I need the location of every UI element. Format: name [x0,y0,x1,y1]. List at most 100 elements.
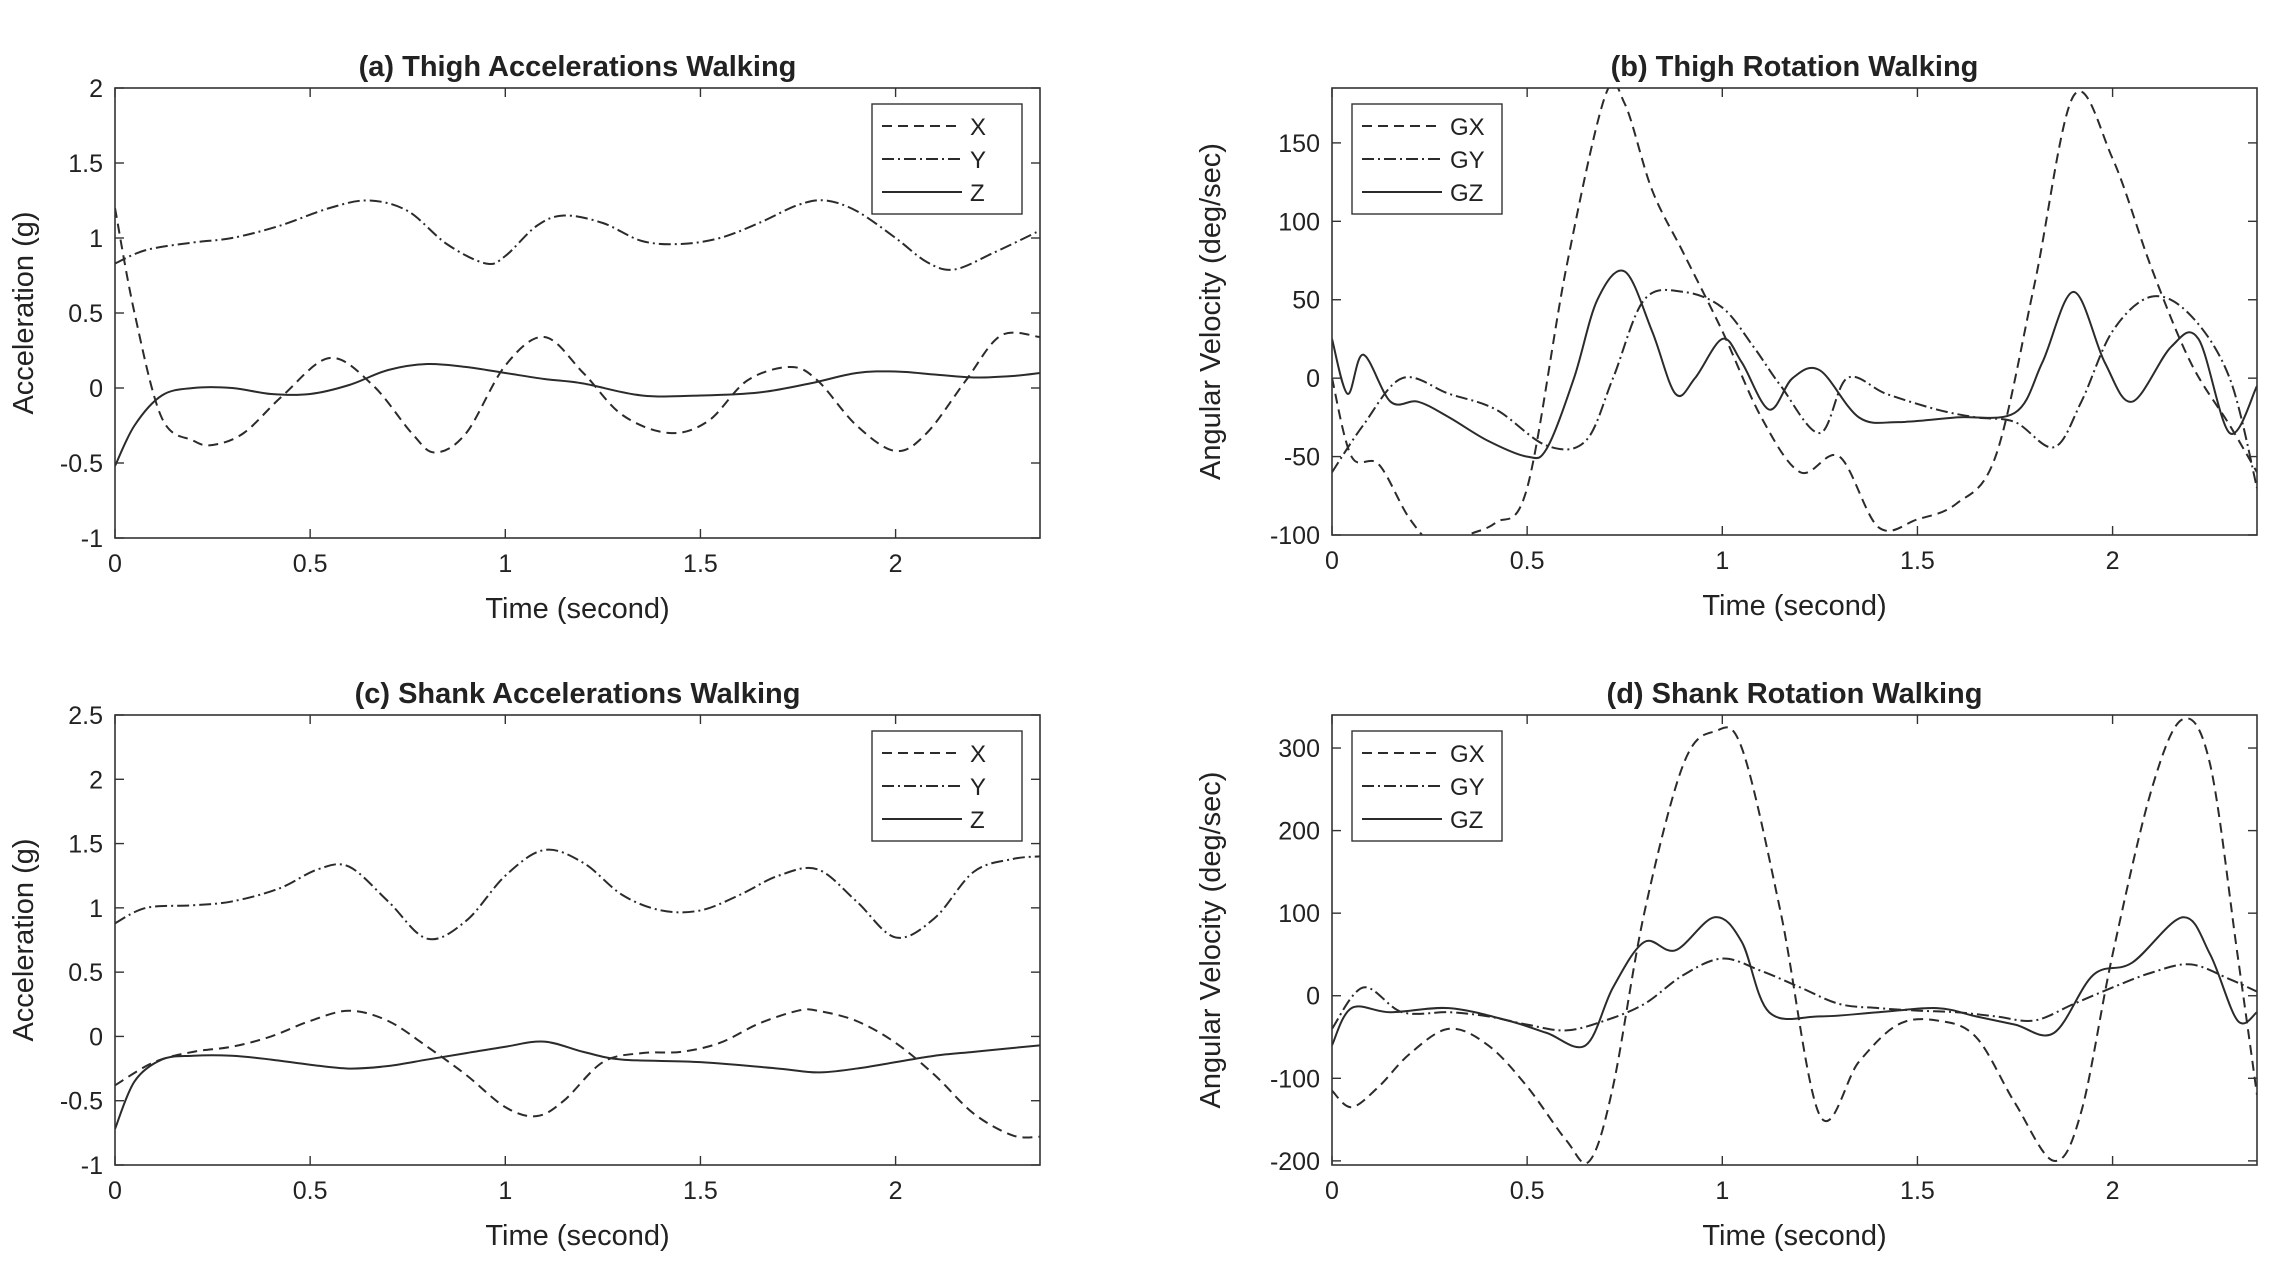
series-group [1332,88,2257,535]
y-tick-label: 2.5 [68,702,103,730]
series-line-z [115,1040,1040,1130]
legend: GX GY GZ [1351,730,1503,842]
x-tick-label: 1.5 [683,550,718,578]
legend-box [871,103,1023,215]
series-line-gx [1332,717,2257,1165]
x-tick-label: 1.5 [1900,547,1935,575]
y-tick-label: 0 [1306,365,1320,393]
legend-box [1351,730,1503,842]
y-tick-label: -50 [1284,444,1320,472]
plot-area [1331,87,2258,536]
panel-thigh-rotation: (b) Thigh Rotation Walking 0 0.5 1 1.5 2 -100 -… [1195,51,2258,622]
y-tick-label: 150 [1278,130,1320,158]
series-group [115,848,1040,1139]
x-tick-label: 2 [2106,1177,2120,1205]
series-line-gz [1332,269,2257,460]
legend-label-x: X [970,741,986,768]
x-tick-label: 0 [1325,1177,1339,1205]
y-tick-label: 0 [1306,983,1320,1011]
legend-label-y: Y [970,774,986,801]
x-axis-label: Time (second) [485,593,669,625]
legend-box [871,730,1023,842]
legend-label-y: Y [970,147,986,174]
y-tick-label: 0 [89,1023,103,1051]
x-tick-label: 1 [1715,547,1729,575]
panel-shank-accelerations: (c) Shank Accelerations Walking 0 0.5 1 1.5 2… [8,678,1041,1252]
y-axis-label: Acceleration (g) [8,211,40,414]
series-line-x [115,207,1040,454]
series-line-z [115,362,1040,467]
x-tick-label: 2 [889,550,903,578]
series-line-y [115,199,1040,271]
x-tick-label: 1.5 [1900,1177,1935,1205]
legend-box [1351,103,1503,215]
legend-label-gz: GZ [1450,180,1483,207]
y-tick-label: -100 [1270,1065,1320,1093]
y-tick-label: -0.5 [60,1088,103,1116]
x-tick-label: 2 [2106,547,2120,575]
x-tick-label: 2 [889,1177,903,1205]
plot-area [114,714,1041,1166]
y-tick-label: -100 [1270,522,1320,550]
x-tick-label: 0.5 [1510,547,1545,575]
chart-title: (d) Shank Rotation Walking [1607,678,1983,710]
x-tick-label: 1 [498,550,512,578]
x-tick-label: 0.5 [1510,1177,1545,1205]
legend-label-gz: GZ [1450,807,1483,834]
y-tick-label: 0 [89,375,103,403]
x-tick-label: 0 [108,1177,122,1205]
y-tick-label: 1 [89,225,103,253]
x-tick-label: 1.5 [683,1177,718,1205]
legend-label-gy: GY [1450,774,1485,801]
legend-label-z: Z [970,807,985,834]
y-tick-label: 300 [1278,735,1320,763]
x-tick-label: 0 [1325,547,1339,575]
y-tick-label: 100 [1278,900,1320,928]
chart-title: (b) Thigh Rotation Walking [1611,51,1979,83]
panel-shank-rotation: (d) Shank Rotation Walking 0 0.5 1 1.5 2 -200 -… [1195,678,2258,1252]
series-group [115,199,1040,467]
y-axis-label: Angular Velocity (deg/sec) [1195,772,1227,1109]
y-tick-label: 50 [1292,287,1320,315]
y-tick-label: 0.5 [68,300,103,328]
legend: GX GY GZ [1351,103,1503,215]
series-line-gz [1332,916,2257,1049]
x-axis-label: Time (second) [485,1220,669,1252]
y-tick-label: -1 [81,525,103,553]
x-tick-label: 1 [1715,1177,1729,1205]
x-tick-label: 1 [498,1177,512,1205]
y-tick-label: -200 [1270,1148,1320,1176]
legend-label-gy: GY [1450,147,1485,174]
y-tick-label: -0.5 [60,450,103,478]
series-group [1332,717,2257,1165]
y-tick-label: 1.5 [68,150,103,178]
series-line-gx [1332,88,2257,535]
series-line-x [115,1008,1040,1139]
y-tick-label: 1 [89,895,103,923]
legend: XYZ [871,103,1023,215]
x-tick-label: 0.5 [293,1177,328,1205]
legend: XYZ [871,730,1023,842]
y-tick-label: 200 [1278,818,1320,846]
series-line-y [115,848,1040,941]
series-line-gy [1332,288,2257,489]
plot-area [1331,714,2258,1166]
legend-label-gx: GX [1450,741,1485,768]
chart-title: (a) Thigh Accelerations Walking [359,51,797,83]
x-axis-label: Time (second) [1702,1220,1886,1252]
y-tick-label: 1.5 [68,831,103,859]
chart-title: (c) Shank Accelerations Walking [355,678,801,710]
y-tick-label: 100 [1278,208,1320,236]
y-tick-label: 2 [89,766,103,794]
legend-label-gx: GX [1450,114,1485,141]
x-tick-label: 0 [108,550,122,578]
x-tick-label: 0.5 [293,550,328,578]
x-axis-label: Time (second) [1702,590,1886,622]
panel-thigh-accelerations: (a) Thigh Accelerations Walking 0 0.5 1 1.5 2… [8,51,1041,625]
y-tick-label: 0.5 [68,959,103,987]
legend-label-z: Z [970,180,985,207]
y-tick-label: 2 [89,75,103,103]
y-axis-label: Acceleration (g) [8,838,40,1041]
y-tick-label: -1 [81,1152,103,1180]
